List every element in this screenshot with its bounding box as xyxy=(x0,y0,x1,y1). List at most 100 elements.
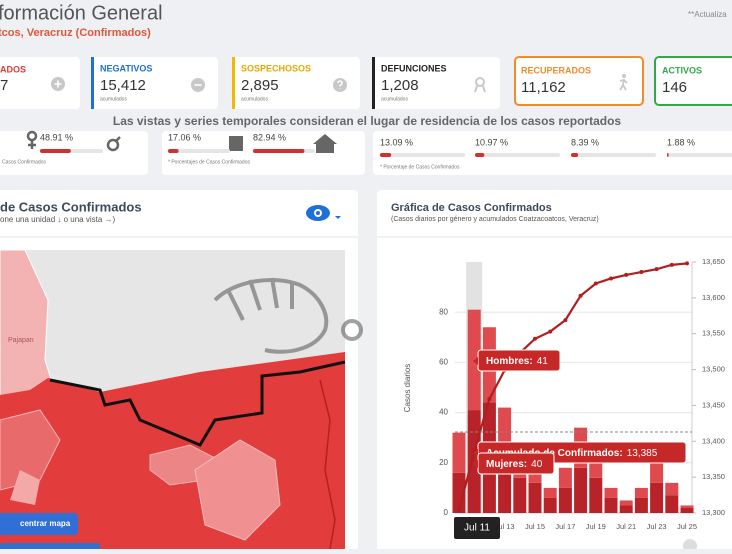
stat-percent: 8.39 % xyxy=(571,137,599,147)
stat-bar xyxy=(40,149,71,153)
x-tick-label: Jul 13 xyxy=(495,522,515,531)
bar-segment xyxy=(467,309,481,411)
stat-bar xyxy=(667,153,669,157)
bar-segment xyxy=(650,462,664,483)
bar-segment xyxy=(452,432,466,473)
bar-segment xyxy=(680,505,694,508)
y2-tick-label: 13,450 xyxy=(702,400,725,409)
banner: Las vistas y series temporales considera… xyxy=(113,114,622,128)
line-marker xyxy=(563,318,568,323)
tooltip-value: 41 xyxy=(537,356,549,367)
tooltip-separator: : xyxy=(529,356,532,367)
y-tick-label: 80 xyxy=(439,307,448,316)
card-note: acumulados xyxy=(100,96,127,102)
card-value: 146 xyxy=(662,79,687,96)
stat-percent: 82.94 % xyxy=(253,132,286,142)
x-tick-label: Jul 23 xyxy=(647,522,667,531)
line-marker xyxy=(609,276,613,281)
stat-note: * Porcentaje de Casos Confirmados xyxy=(380,164,460,170)
y2-tick-label: 13,600 xyxy=(702,293,725,302)
map-subtitle: one una unidad ↓ o una vista →) xyxy=(0,215,116,224)
tooltip-text: Mujeres: 40 xyxy=(486,459,543,470)
stat-percent: 17.06 % xyxy=(168,132,201,142)
map[interactable]: Pajapan xyxy=(0,249,363,550)
y-tick-label: 40 xyxy=(439,408,448,417)
tooltip-value: 13,385 xyxy=(627,448,658,459)
y2-tick-label: 13,550 xyxy=(702,329,725,338)
card-value: 1,208 xyxy=(381,77,419,94)
bar-segment xyxy=(665,495,679,513)
card: DEFUNCIONES 1,208 acumulados xyxy=(372,57,500,109)
page-title: formación General xyxy=(0,2,163,24)
line-marker xyxy=(457,508,461,513)
update-note: **Actualiza xyxy=(688,10,727,19)
y2-tick-label: 13,400 xyxy=(702,436,725,445)
view-toggle[interactable] xyxy=(306,205,341,221)
bar-segment xyxy=(452,472,466,513)
bar-segment xyxy=(558,467,572,488)
bar-segment xyxy=(558,487,572,513)
tooltip-series: Hombres xyxy=(486,356,530,367)
bar-segment xyxy=(604,497,618,513)
y2-tick-label: 13,300 xyxy=(702,508,725,517)
y-tick-label: 60 xyxy=(439,358,448,367)
tooltip-separator: : xyxy=(524,459,527,470)
card-note: acumulados xyxy=(241,96,268,102)
x-tick-label: Jul 19 xyxy=(586,522,606,531)
line-marker xyxy=(487,396,492,401)
map-button[interactable] xyxy=(0,543,100,553)
map-label: Pajapan xyxy=(8,337,34,344)
stat-note: Casos Confirmados xyxy=(2,159,46,165)
card-label: ADOS xyxy=(0,64,26,74)
y-tick-label: 20 xyxy=(439,458,448,467)
y2-tick-label: 13,350 xyxy=(702,472,725,481)
card-label: NEGATIVOS xyxy=(100,63,152,73)
line xyxy=(457,262,688,511)
bar-segment xyxy=(543,487,557,498)
line-marker xyxy=(578,293,583,298)
gender-icons xyxy=(26,130,121,152)
tooltip-value: 40 xyxy=(531,459,543,470)
bar-segment xyxy=(467,410,481,513)
map-title: de Casos Confirmados xyxy=(0,199,142,214)
stat-bar xyxy=(380,153,392,157)
line-marker xyxy=(639,270,644,275)
x-tick-label: Jul 15 xyxy=(525,522,545,531)
y2-tick-label: 13,650 xyxy=(702,257,725,266)
stat-track xyxy=(380,153,465,157)
button-label: centrar mapa xyxy=(20,519,71,528)
bar-segment xyxy=(574,467,588,513)
stat-bar xyxy=(168,149,179,153)
bar-segment xyxy=(528,482,542,513)
stat-note: * Porcentajes de Casos Confirmados xyxy=(168,159,250,165)
stat-bar xyxy=(571,153,579,157)
card-label: ACTIVOS xyxy=(662,65,702,75)
card-value: 2,895 xyxy=(241,77,279,94)
y-axis-title: Casos diarios xyxy=(403,364,412,412)
bar-segment xyxy=(634,487,648,498)
bar-segment xyxy=(619,505,633,513)
stat-percent: 13.09 % xyxy=(380,137,413,147)
place-icons xyxy=(229,134,337,153)
card-value: 15,412 xyxy=(100,77,146,94)
center-map-button[interactable] xyxy=(0,513,78,535)
card: ACTIVOS 146 xyxy=(654,56,732,106)
line-marker xyxy=(593,281,598,286)
bar-segment xyxy=(513,477,527,513)
card-value: 7 xyxy=(0,77,8,94)
tooltip-text: Hombres: 41 xyxy=(486,356,548,367)
stat-bar xyxy=(253,149,305,153)
chart-subtitle: (Casos diarios por género y acumulados C… xyxy=(391,216,599,223)
tooltip-separator: : xyxy=(619,448,622,459)
tooltip-pointer xyxy=(473,449,478,457)
line-marker xyxy=(669,262,674,267)
card: NEGATIVOS 15,412 acumulados xyxy=(91,57,218,109)
card: ADOS 7 xyxy=(0,57,80,109)
card: SOSPECHOSOS 2,895 acumulados xyxy=(232,57,360,109)
bar-segment xyxy=(604,487,618,498)
card-label: DEFUNCIONES xyxy=(381,63,447,73)
bar-segment xyxy=(650,482,664,513)
card: RECUPERADOS 11,162 xyxy=(514,56,644,106)
stat-percent: 1.88 % xyxy=(667,137,695,147)
